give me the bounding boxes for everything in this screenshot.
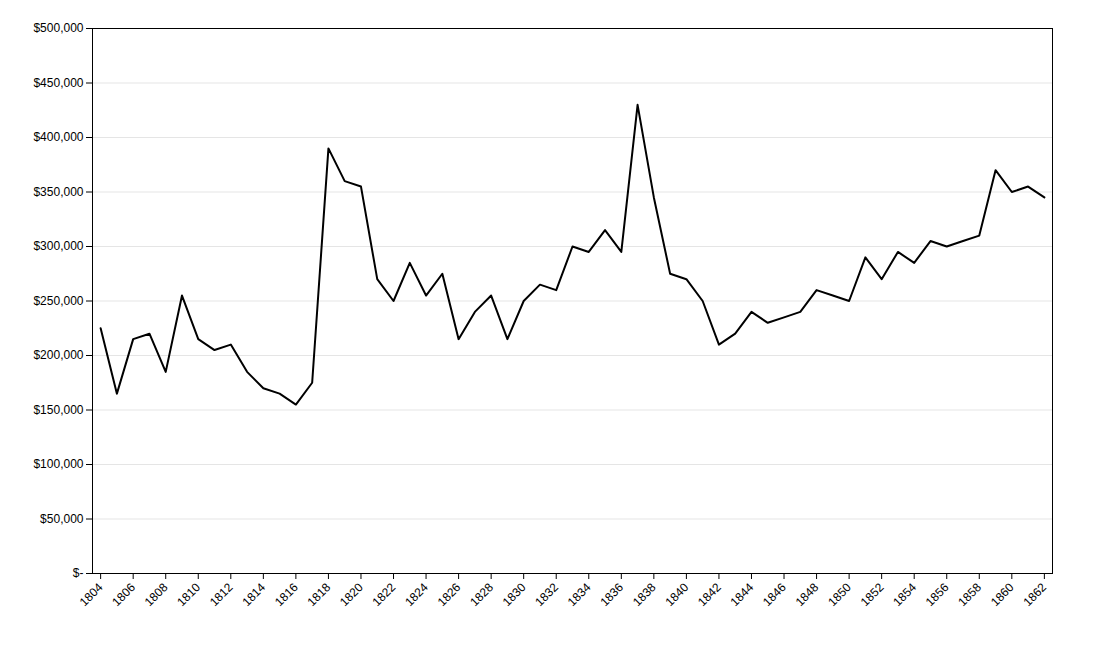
svg-text:$400,000: $400,000 [33,130,83,144]
svg-text:$250,000: $250,000 [33,294,83,308]
svg-text:$300,000: $300,000 [33,239,83,253]
svg-text:1804: 1804 [77,580,106,609]
svg-text:1842: 1842 [695,580,724,609]
svg-text:1836: 1836 [597,580,626,609]
svg-text:1862: 1862 [1020,580,1049,609]
svg-text:1858: 1858 [955,580,984,609]
svg-text:1846: 1846 [760,580,789,609]
svg-text:1812: 1812 [207,580,236,609]
svg-text:1838: 1838 [630,580,659,609]
svg-text:$200,000: $200,000 [33,348,83,362]
svg-text:1860: 1860 [988,580,1017,609]
svg-text:$450,000: $450,000 [33,76,83,90]
svg-text:1832: 1832 [532,580,561,609]
svg-text:$350,000: $350,000 [33,185,83,199]
svg-text:1852: 1852 [858,580,887,609]
svg-text:$-: $- [73,566,84,580]
svg-text:1856: 1856 [923,580,952,609]
svg-text:1844: 1844 [728,580,757,609]
svg-text:1816: 1816 [272,580,301,609]
svg-text:1810: 1810 [174,580,203,609]
svg-text:1808: 1808 [142,580,171,609]
svg-text:1822: 1822 [370,580,399,609]
svg-text:1814: 1814 [239,580,268,609]
svg-text:1818: 1818 [304,580,333,609]
svg-text:1850: 1850 [825,580,854,609]
svg-text:1834: 1834 [565,580,594,609]
svg-text:1854: 1854 [890,580,919,609]
svg-text:1806: 1806 [109,580,138,609]
svg-text:1848: 1848 [793,580,822,609]
svg-text:$150,000: $150,000 [33,403,83,417]
svg-text:$500,000: $500,000 [33,21,83,35]
svg-text:1840: 1840 [662,580,691,609]
svg-text:$100,000: $100,000 [33,457,83,471]
svg-text:1826: 1826 [435,580,464,609]
svg-text:$50,000: $50,000 [40,512,84,526]
svg-text:1820: 1820 [337,580,366,609]
svg-text:1824: 1824 [402,580,431,609]
svg-text:1830: 1830 [500,580,529,609]
svg-text:1828: 1828 [467,580,496,609]
